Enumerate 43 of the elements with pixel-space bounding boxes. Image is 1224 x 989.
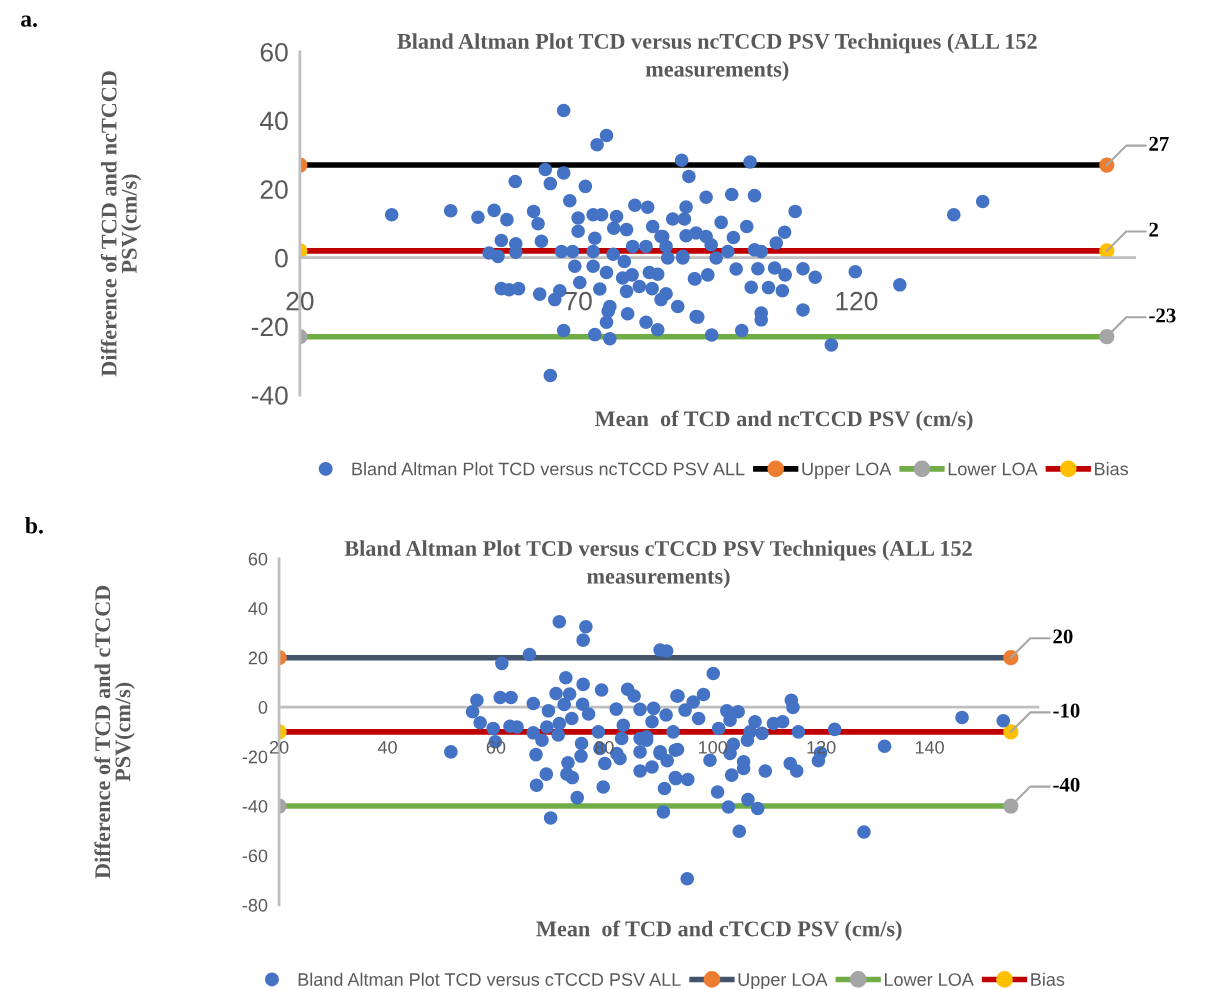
legend-label: Lower LOA (884, 973, 974, 986)
legend-label: Bias (1031, 972, 1065, 986)
legend-label: Upper LOA (738, 973, 828, 989)
x-tick-label: 120 (807, 740, 836, 754)
text: a. (20, 15, 37, 27)
chart-title: Bland Altman Plot TCD versus ncTCCD PSV Techniques (ALL 152 measurements) (397, 33, 1037, 82)
y-tick-label: -60 (242, 849, 268, 863)
y-tick-label: -20 (251, 317, 288, 337)
y-tick-label: 60 (260, 42, 288, 62)
y-axis-title: Difference of TCD and cTCCD PSV(cm/s) (94, 585, 135, 879)
y-tick-label: -40 (242, 799, 268, 813)
x-tick-label: 40 (377, 740, 397, 754)
y-tick-label: 20 (248, 651, 268, 665)
text: b. (25, 516, 43, 534)
x-tick-label: 70 (564, 291, 592, 311)
x-axis-title: Mean of TCD and ncTCCD PSV (cm/s) (595, 410, 973, 431)
legend-label: Bland Altman Plot TCD versus ncTCCD PSV ALL (352, 462, 745, 476)
legend-label: Bias (1095, 462, 1129, 476)
x-axis-title: Mean of TCD and cTCCD PSV (cm/s) (536, 920, 902, 941)
y-tick-label: -40 (251, 386, 288, 405)
legend-label: Upper LOA (802, 462, 892, 479)
x-tick-label: 20 (286, 291, 314, 311)
y-tick-label: 0 (258, 701, 268, 714)
y-tick-label: 40 (248, 602, 268, 615)
chart-title: Bland Altman Plot TCD versus cTCCD PSV Techniques (ALL 152 measurements) (344, 540, 972, 589)
y-axis-title: Difference of TCD and ncTCCD PSV(cm/s) (100, 71, 142, 377)
y-tick-label: -20 (242, 750, 268, 764)
data-label: -40 (1053, 777, 1080, 792)
y-tick-label: 20 (260, 180, 288, 199)
data-label: -23 (1149, 308, 1176, 323)
y-tick-label: 40 (260, 111, 288, 131)
data-label: 20 (1053, 629, 1073, 644)
y-tick-label: 0 (275, 248, 288, 268)
y-tick-label: 60 (248, 552, 268, 566)
x-tick-label: 120 (836, 291, 878, 311)
data-label: 27 (1149, 136, 1169, 151)
legend-label: Bland Altman Plot TCD versus cTCCD PSV ALL (298, 972, 681, 986)
y-tick-label: -80 (242, 898, 268, 912)
x-tick-label: 100 (699, 740, 728, 754)
x-tick-label: 140 (915, 740, 944, 754)
data-label: -10 (1053, 703, 1080, 718)
legend-label: Lower LOA (948, 462, 1038, 476)
data-label: 2 (1149, 222, 1159, 237)
